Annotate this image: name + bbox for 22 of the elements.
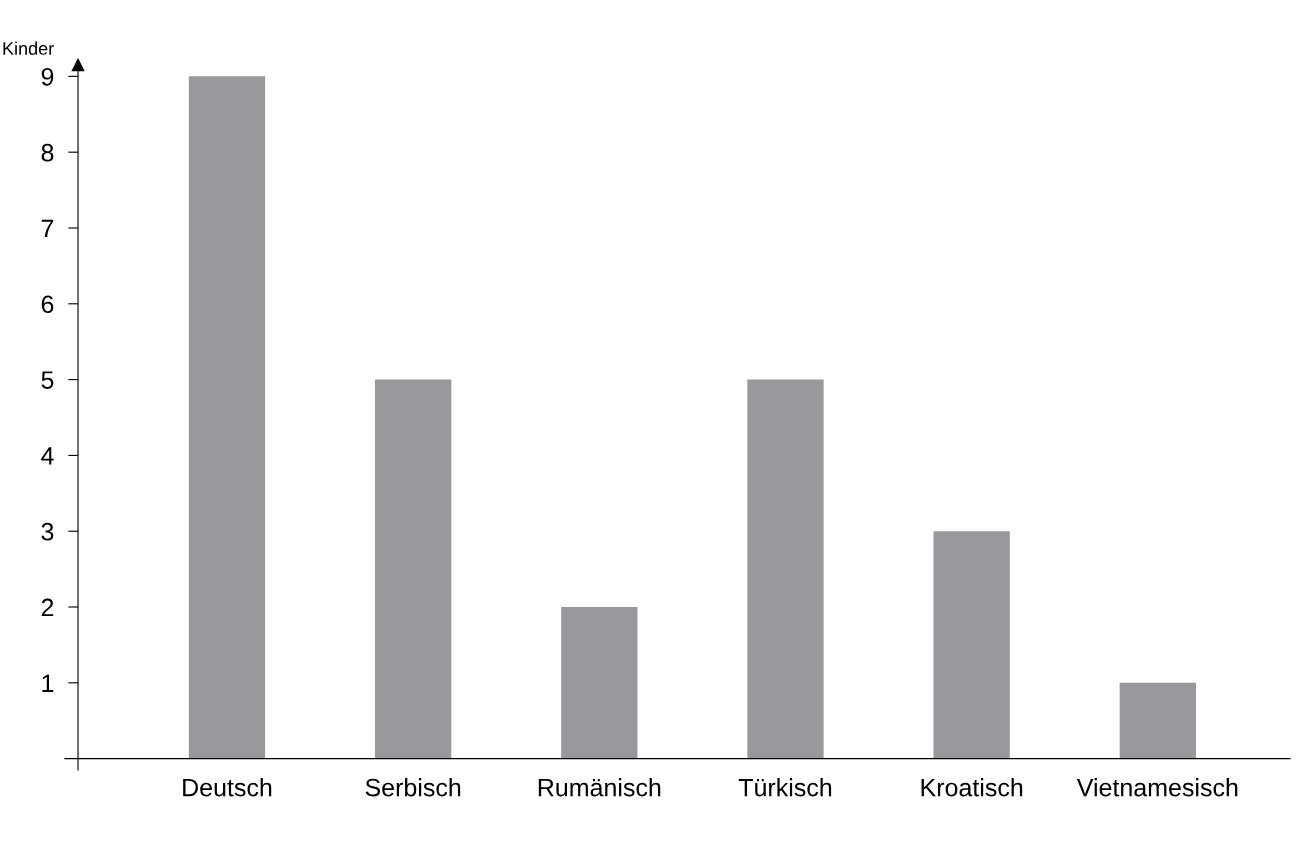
bar xyxy=(188,76,266,759)
y-tick-label: 1 xyxy=(42,674,54,692)
y-tick-label: 9 xyxy=(41,67,54,86)
y-tick-label: 7 xyxy=(41,219,54,238)
y-tick-label: 8 xyxy=(41,143,54,162)
y-axis-title: Kinder xyxy=(3,41,54,55)
y-tick-label: 4 xyxy=(41,447,54,465)
x-tick-label: Rumänisch xyxy=(538,778,661,797)
bar xyxy=(1119,682,1196,759)
y-tick-label: 6 xyxy=(41,295,54,314)
bar xyxy=(933,531,1010,759)
bar xyxy=(561,607,638,759)
y-tick-label: 2 xyxy=(41,598,54,617)
x-tick-label: Türkisch xyxy=(738,778,832,797)
x-tick-label: Kroatisch xyxy=(921,778,1023,797)
y-tick-label: 3 xyxy=(41,522,54,541)
bar xyxy=(374,379,452,759)
x-tick-label: Deutsch xyxy=(183,778,272,797)
x-tick-label: Serbisch xyxy=(365,778,461,797)
y-tick-label: 5 xyxy=(41,371,54,389)
bar xyxy=(747,379,824,759)
x-tick-label: Vietnamesisch xyxy=(1076,778,1238,797)
